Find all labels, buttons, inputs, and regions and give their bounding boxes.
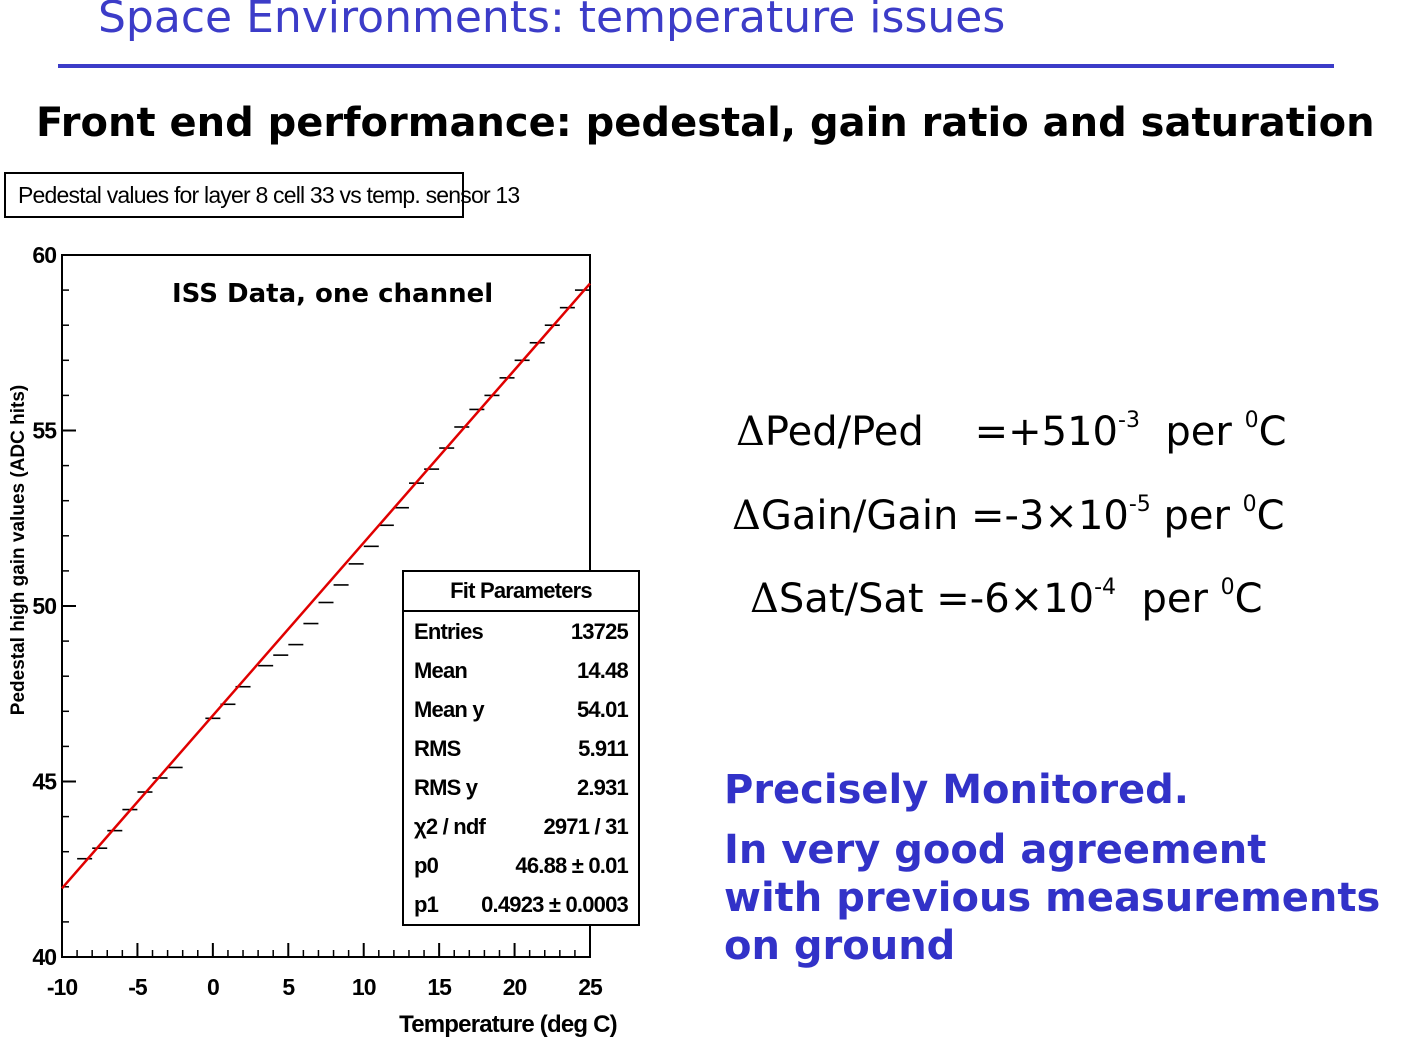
fit-parameter-row: p1 0.4923 ± 0.0003	[404, 885, 638, 924]
slide-title: Space Environments: temperature issues	[98, 0, 1006, 43]
x-tick-label: 10	[352, 974, 376, 1000]
slide-subtitle: Front end performance: pedestal, gain ra…	[36, 100, 1375, 146]
plot-title-box: Pedestal values for layer 8 cell 33 vs t…	[4, 172, 520, 218]
fit-parameter-key: Mean y	[414, 697, 485, 722]
fit-parameter-row: Mean 14.48	[404, 651, 638, 690]
eq-label: Ped/Ped	[764, 409, 924, 455]
note-agreement-line2: with previous measurements	[724, 875, 1381, 921]
fit-parameter-key: χ2 / ndf	[414, 814, 486, 839]
fit-parameter-value: 46.88 ± 0.01	[515, 853, 628, 878]
fit-parameter-key: p1	[414, 892, 439, 917]
eq-value: =-6×10	[936, 576, 1095, 622]
delta-symbol: Δ	[732, 493, 761, 539]
x-tick-label: 0	[207, 974, 219, 1000]
fit-parameter-key: Mean	[414, 658, 468, 683]
fit-parameter-row: Entries 13725	[404, 612, 638, 651]
equation-gain: ΔGain/Gain =-3×10-5 per 0C	[732, 492, 1285, 539]
fit-parameter-value: 5.911	[578, 736, 629, 761]
fit-parameter-value: 54.01	[576, 697, 629, 722]
x-tick-label: 20	[503, 974, 527, 1000]
fit-parameter-row: RMS 5.911	[404, 729, 638, 768]
fit-parameter-key: RMS y	[414, 775, 478, 800]
data-points	[77, 289, 590, 860]
fit-parameter-key: RMS	[414, 736, 461, 761]
title-divider	[58, 64, 1334, 68]
equation-sat: ΔSat/Sat =-6×10-4 per 0C	[750, 575, 1263, 622]
fit-parameter-value: 2971 / 31	[543, 814, 628, 839]
equation-ped: ΔPed/Ped =+510-3 per 0C	[736, 408, 1287, 455]
fit-parameter-row: Mean y 54.01	[404, 690, 638, 729]
fit-parameters-rows: Entries 13725 Mean 14.48 Mean y 54.01 RMS 5.911…	[404, 612, 638, 924]
y-tick-label: 45	[32, 769, 57, 795]
note-precisely-monitored: Precisely Monitored.	[724, 767, 1189, 813]
eq-label: Sat/Sat	[778, 576, 924, 622]
plot-annotation: ISS Data, one channel	[172, 279, 493, 309]
eq-exponent: -3	[1118, 408, 1140, 433]
eq-per: per	[1165, 409, 1245, 455]
eq-degree: 0	[1242, 492, 1257, 517]
note-agreement-line1: In very good agreement	[724, 827, 1267, 873]
eq-unit: C	[1256, 493, 1285, 539]
delta-symbol: Δ	[750, 576, 779, 622]
eq-unit: C	[1258, 409, 1287, 455]
fit-parameter-key: p0	[414, 853, 439, 878]
y-tick-label: 40	[32, 944, 56, 970]
fit-parameters-box: Fit Parameters Entries 13725 Mean 14.48 Mean…	[402, 570, 640, 926]
eq-label: Gain/Gain	[760, 493, 959, 539]
eq-degree: 0	[1244, 408, 1259, 433]
y-axis-label: Pedestal high gain values (ADC hits)	[8, 385, 29, 715]
note-agreement-line3: on ground	[724, 923, 956, 969]
fit-parameter-value: 13725	[570, 619, 629, 644]
eq-value: =+510	[974, 409, 1119, 455]
fit-line	[61, 282, 591, 890]
x-tick-label: -10	[47, 974, 77, 1000]
eq-per: per	[1141, 576, 1221, 622]
eq-per: per	[1163, 493, 1243, 539]
eq-value: =-3×10	[971, 493, 1129, 539]
y-tick-label: 50	[32, 593, 56, 619]
eq-degree: 0	[1220, 575, 1235, 600]
x-tick-label: -5	[128, 974, 148, 1000]
y-axis-ticks: 40 45 50 55 60	[32, 242, 76, 970]
y-tick-label: 55	[32, 418, 57, 444]
x-tick-label: 5	[282, 974, 295, 1000]
eq-unit: C	[1234, 576, 1263, 622]
pedestal-chart: 40 45 50 55 60 -10 -5 0 5 10 15 20 25 ISS Data, one…	[8, 242, 618, 1038]
eq-exponent: -4	[1094, 575, 1117, 600]
fit-parameter-row: p0 46.88 ± 0.01	[404, 846, 638, 885]
eq-exponent: -5	[1128, 492, 1151, 517]
fit-parameter-value: 14.48	[576, 658, 629, 683]
fit-parameter-key: Entries	[414, 619, 484, 644]
fit-parameters-header: Fit Parameters	[404, 572, 638, 612]
y-tick-label: 60	[32, 242, 56, 268]
x-axis-ticks: -10 -5 0 5 10 15 20 25	[47, 943, 604, 1000]
fit-parameter-value: 0.4923 ± 0.0003	[481, 892, 629, 917]
delta-symbol: Δ	[736, 409, 765, 455]
plot-title: Pedestal values for layer 8 cell 33 vs t…	[18, 182, 520, 208]
fit-parameter-row: RMS y 2.931	[404, 768, 638, 807]
x-tick-label: 25	[578, 974, 603, 1000]
x-axis-label: Temperature (deg C)	[399, 1011, 617, 1038]
fit-parameter-value: 2.931	[576, 775, 629, 800]
fit-parameter-row: χ2 / ndf 2971 / 31	[404, 807, 638, 846]
x-tick-label: 15	[427, 974, 452, 1000]
